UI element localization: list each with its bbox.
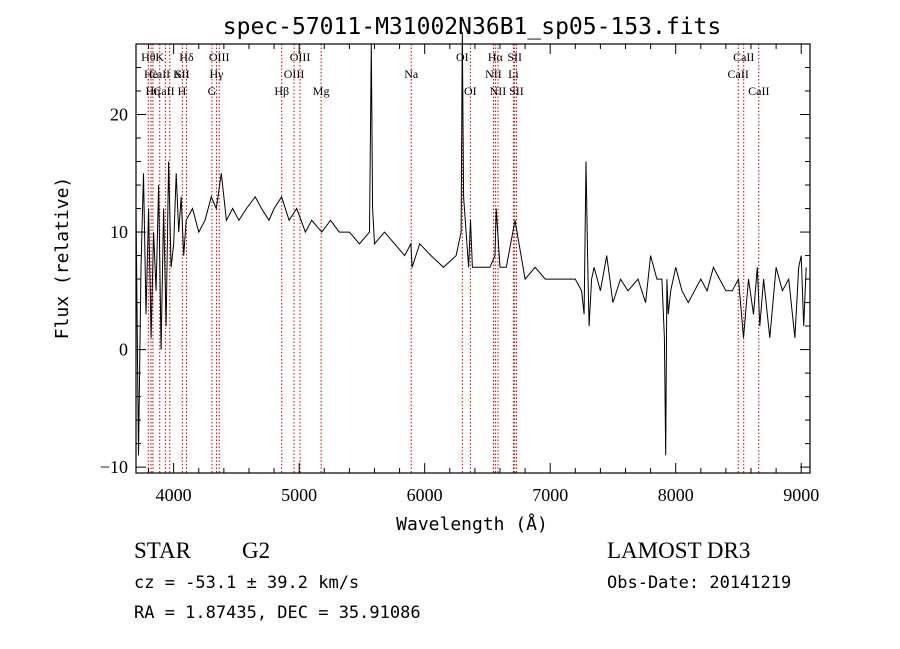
plot-frame: [135, 43, 811, 474]
y-tick-label: 20: [110, 105, 128, 125]
line-marker-label: Hδ: [179, 50, 194, 64]
line-marker-label: Na: [404, 67, 419, 81]
y-axis-label: Flux (relative): [52, 177, 73, 340]
line-marker-label: CaII K: [149, 67, 182, 81]
x-tick-label: 6000: [407, 485, 443, 505]
line-marker-label: SII: [507, 50, 522, 64]
object-subclass: G2: [242, 538, 271, 563]
x-axis-ticks: 4000 5000 6000 7000 8000 9000: [148, 44, 819, 505]
x-tick-label: 8000: [658, 485, 694, 505]
line-marker-label: NII: [490, 84, 507, 98]
line-marker-label: Hη: [145, 84, 160, 98]
x-tick-label: 7000: [532, 485, 568, 505]
line-marker-label: OIII: [284, 67, 305, 81]
x-tick-label: 9000: [783, 485, 819, 505]
line-marker-label: CaII: [733, 50, 754, 64]
line-marker-label: OIII: [209, 50, 230, 64]
x-tick-label: 5000: [281, 485, 317, 505]
flux-series-line: [135, 32, 807, 456]
line-marker-label: CaII: [748, 84, 769, 98]
line-marker-label: OIII: [290, 50, 311, 64]
redshift-velocity: cz = -53.1 ± 39.2 km/s: [134, 573, 360, 593]
line-marker-label: Hβ: [274, 84, 289, 98]
line-marker-label: Mg: [313, 84, 330, 98]
x-axis-label: Wavelength (Å): [396, 513, 548, 535]
line-marker-label: Hγ: [209, 67, 224, 81]
y-tick-label: 0: [119, 340, 128, 360]
x-tick-label: 4000: [156, 485, 192, 505]
chart-title: spec-57011-M31002N36B1_sp05-153.fits: [223, 14, 722, 40]
line-marker-label: G: [208, 84, 217, 98]
line-marker-label: CaII: [728, 67, 749, 81]
line-marker-label: OI: [464, 84, 477, 98]
y-tick-label: −10: [100, 457, 128, 477]
survey-name: LAMOST DR3: [607, 538, 751, 563]
line-marker-label: SII: [175, 67, 190, 81]
sky-coordinates: RA = 1.87435, DEC = 35.91086: [134, 603, 421, 623]
line-marker-label: CaII H: [153, 84, 186, 98]
line-marker-label: Li: [508, 67, 519, 81]
object-class: STAR: [134, 538, 191, 563]
line-marker-labels: CaII K CaII H Hθ He Hη K SII Hδ OIII Hγ G Hβ OIII OII…: [141, 50, 769, 98]
line-marker-label: Hθ: [141, 50, 156, 64]
observation-date: Obs-Date: 20141219: [607, 573, 792, 593]
y-axis-ticks: −10 0 10 20: [100, 43, 810, 477]
line-marker-label: NII: [485, 67, 502, 81]
line-markers: [147, 44, 760, 473]
line-marker-label: Hα: [488, 50, 504, 64]
line-marker-label: K: [155, 50, 164, 64]
y-tick-label: 10: [110, 222, 128, 242]
line-marker-label: SII: [509, 84, 524, 98]
line-marker-label: He: [144, 67, 158, 81]
